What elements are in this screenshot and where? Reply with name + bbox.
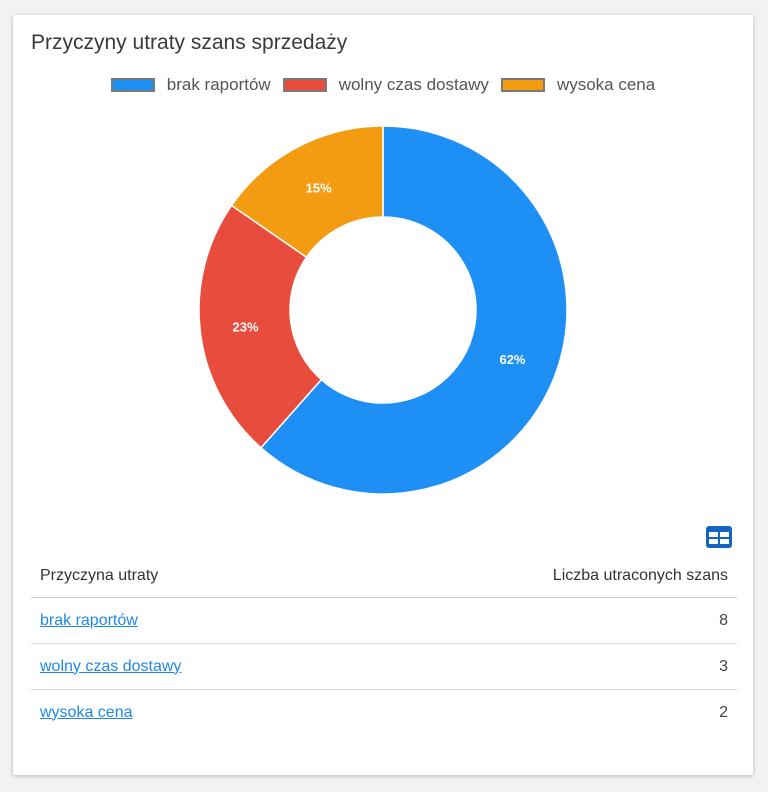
legend-label: wolny czas dostawy (338, 75, 489, 94)
legend-item-wysoka-cena[interactable]: wysoka cena (500, 75, 656, 95)
count-value: 3 (719, 657, 728, 675)
table-view-icon[interactable] (706, 526, 732, 548)
legend-item-wolny-czas-dostawy[interactable]: wolny czas dostawy (282, 75, 489, 95)
table-row: wysoka cena 2 (31, 690, 737, 735)
slice-wysoka-cena[interactable] (230, 125, 384, 259)
reason-link-wolny-czas-dostawy[interactable]: wolny czas dostawy (40, 657, 182, 675)
data-table: Przyczyna utraty Liczba utraconych szans… (31, 555, 737, 735)
legend-item-brak-raportow[interactable]: brak raportów (110, 75, 271, 95)
table-row: brak raportów 8 (31, 598, 737, 644)
count-value: 2 (719, 703, 728, 721)
slice-wolny-czas-dostawy[interactable] (198, 204, 323, 449)
slice-label-brak-raportow: 62% (499, 352, 525, 367)
header-reason: Przyczyna utraty (40, 567, 159, 584)
legend-label: wysoka cena (556, 75, 656, 94)
table-header: Przyczyna utraty Liczba utraconych szans (31, 555, 737, 598)
header-count: Liczba utraconych szans (552, 567, 728, 584)
count-value: 8 (719, 611, 728, 629)
reason-link-brak-raportow[interactable]: brak raportów (40, 611, 138, 629)
slice-brak-raportow[interactable] (259, 125, 568, 495)
chart-legend: brak raportów wolny czas dostawy wysoka … (13, 75, 753, 95)
reason-link-wysoka-cena[interactable]: wysoka cena (40, 703, 133, 721)
chart-card: Przyczyny utraty szans sprzedaży brak ra… (13, 15, 753, 775)
chart-title: Przyczyny utraty szans sprzedaży (31, 31, 348, 54)
legend-swatch (500, 78, 545, 92)
legend-swatch (110, 78, 155, 92)
slice-label-wysoka-cena: 15% (306, 180, 332, 195)
legend-swatch (282, 78, 327, 92)
table-row: wolny czas dostawy 3 (31, 644, 737, 690)
donut-chart: 62% 23% 15% (198, 125, 568, 495)
slice-label-wolny-czas-dostawy: 23% (232, 320, 258, 335)
legend-label: brak raportów (166, 75, 271, 94)
